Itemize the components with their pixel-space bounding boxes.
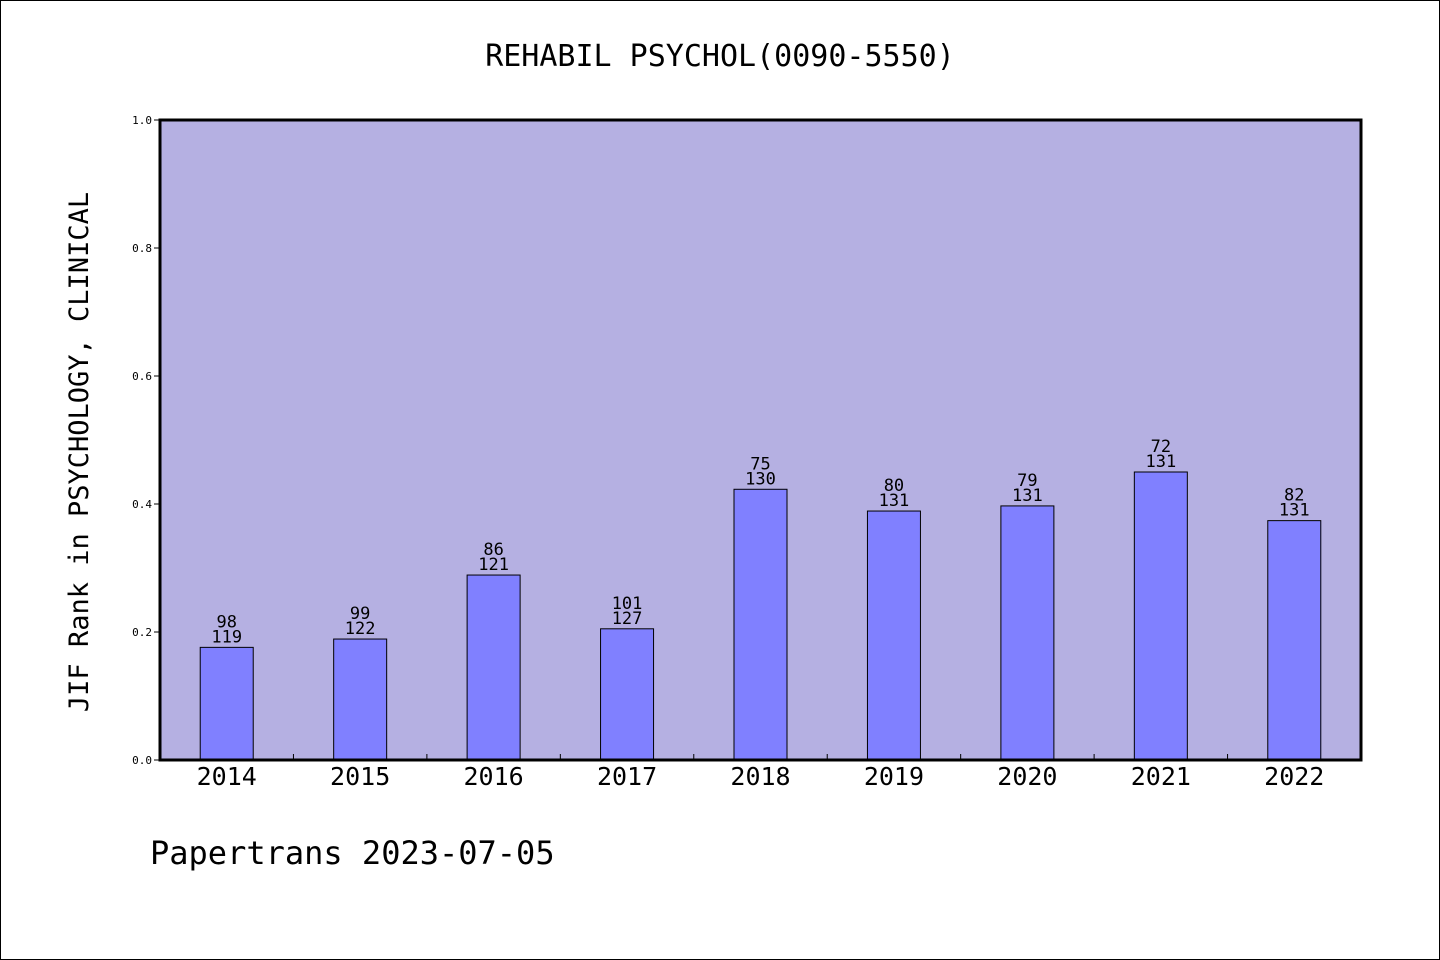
bar-total-label: 131 <box>1012 486 1043 506</box>
bar <box>1267 520 1322 761</box>
x-tick-label: 2014 <box>197 762 257 791</box>
bar-rank-label: 72 <box>1151 437 1171 457</box>
x-tick-label: 2018 <box>730 762 790 791</box>
bar-total-label: 121 <box>478 555 509 575</box>
y-tick-label: 0.8 <box>132 242 152 255</box>
bar <box>466 574 521 761</box>
y-tick-label: 0.2 <box>132 626 152 639</box>
bar <box>333 638 388 761</box>
bar-total-label: 127 <box>612 609 643 629</box>
bar <box>1133 471 1188 761</box>
x-axis-ticks: 2014 2015 2016 2017 2018 2019 2020 2021 2022 <box>197 754 1324 791</box>
x-tick-label: 2020 <box>997 762 1057 791</box>
bar-rank-label: 79 <box>1017 471 1037 491</box>
y-axis-label: JIF Rank in PSYCHOLOGY, CLINICAL <box>64 192 95 712</box>
bar-rank-label: 80 <box>884 476 904 496</box>
x-tick-label: 2019 <box>864 762 924 791</box>
y-tick-label: 0.6 <box>132 370 152 383</box>
y-tick-label: 1.0 <box>132 114 152 127</box>
y-tick-label: 0.0 <box>132 754 152 767</box>
x-tick-label: 2015 <box>330 762 390 791</box>
x-tick-label: 2021 <box>1131 762 1191 791</box>
bar <box>866 510 921 761</box>
bar-rank-label: 99 <box>350 604 370 624</box>
bar-rank-label: 98 <box>216 612 236 632</box>
bar-total-label: 130 <box>745 469 776 489</box>
y-axis-ticks: 0.0 0.2 0.4 0.6 0.8 1.0 <box>132 114 160 767</box>
bar <box>733 488 788 761</box>
bars-group <box>199 471 1322 761</box>
bar-rank-label: 86 <box>483 540 503 560</box>
bar-rank-label: 82 <box>1284 486 1304 506</box>
bar-total-label: 119 <box>211 627 242 647</box>
bar-total-label: 131 <box>1279 501 1310 521</box>
plot-border <box>158 118 1363 762</box>
bar-rank-label: 101 <box>612 594 643 614</box>
bar <box>199 646 254 761</box>
bar-total-label: 122 <box>345 619 376 639</box>
chart-title: REHABIL PSYCHOL(0090-5550) <box>485 39 955 74</box>
bar <box>600 628 655 761</box>
bar-total-label: 131 <box>879 491 910 511</box>
bar-total-label: 131 <box>1145 452 1176 472</box>
bar-rank-label: 75 <box>750 454 770 474</box>
bar <box>1000 505 1055 761</box>
footer-text: Papertrans 2023-07-05 <box>150 834 555 872</box>
x-tick-label: 2017 <box>597 762 657 791</box>
y-tick-label: 0.4 <box>132 498 152 511</box>
x-tick-label: 2016 <box>464 762 524 791</box>
x-tick-label: 2022 <box>1264 762 1324 791</box>
